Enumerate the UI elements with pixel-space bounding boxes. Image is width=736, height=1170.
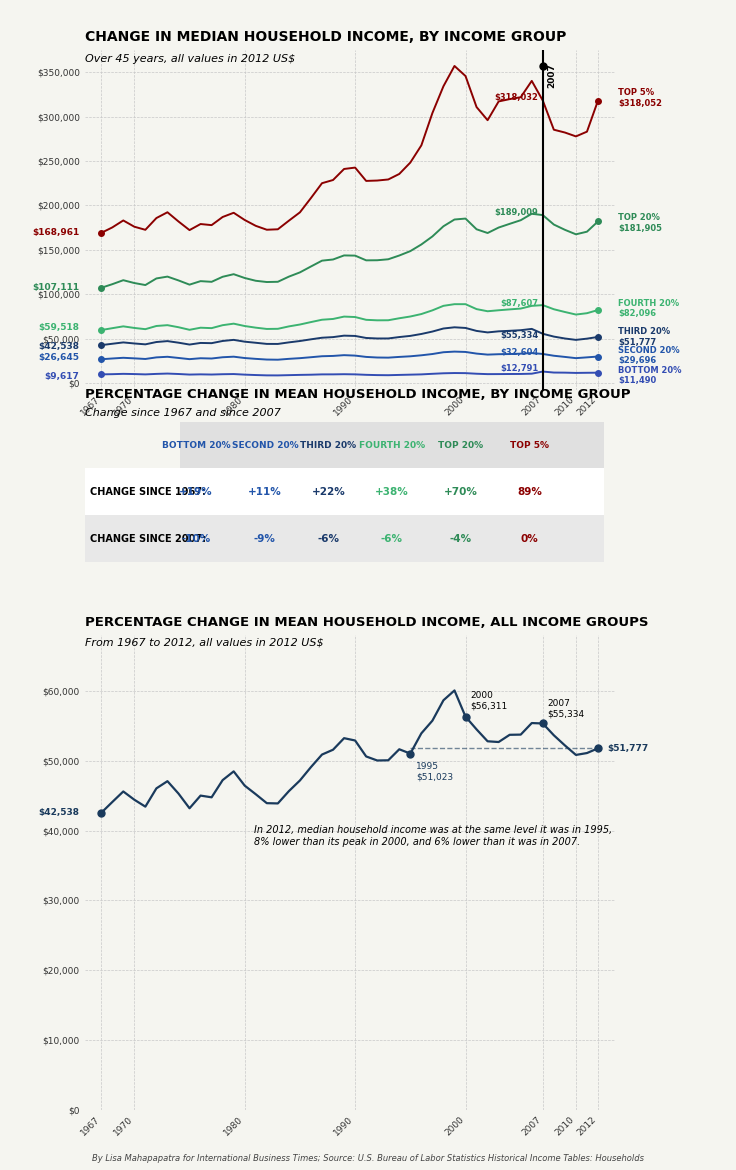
Text: SECOND 20%: SECOND 20%	[232, 441, 298, 449]
Text: TOP 5%: TOP 5%	[510, 441, 549, 449]
Text: CHANGE SINCE 2007:: CHANGE SINCE 2007:	[90, 534, 206, 544]
Text: 2000
$56,311: 2000 $56,311	[470, 691, 507, 710]
FancyBboxPatch shape	[85, 468, 604, 515]
Text: $26,645: $26,645	[38, 353, 79, 362]
FancyBboxPatch shape	[180, 421, 604, 468]
Text: PERCENTAGE CHANGE IN MEAN HOUSEHOLD INCOME, ALL INCOME GROUPS: PERCENTAGE CHANGE IN MEAN HOUSEHOLD INCO…	[85, 617, 648, 629]
Text: SECOND 20%
$29,696: SECOND 20% $29,696	[618, 345, 679, 365]
Text: $42,538: $42,538	[38, 343, 79, 351]
Text: BOTTOM 20%
$11,490: BOTTOM 20% $11,490	[618, 366, 682, 385]
Text: In 2012, median household income was at the same level it was in 1995,
8% lower : In 2012, median household income was at …	[254, 825, 612, 847]
Text: +11%: +11%	[248, 487, 282, 497]
Text: PERCENTAGE CHANGE IN MEAN HOUSEHOLD INCOME, BY INCOME GROUP: PERCENTAGE CHANGE IN MEAN HOUSEHOLD INCO…	[85, 388, 630, 401]
Text: +19%: +19%	[179, 487, 213, 497]
Text: TOP 20%
$181,905: TOP 20% $181,905	[618, 213, 662, 233]
Text: $32,604: $32,604	[500, 347, 539, 357]
Text: By Lisa Mahapapatra for International Business Times; Source: U.S. Bureau of Lab: By Lisa Mahapapatra for International Bu…	[92, 1154, 644, 1163]
Text: 89%: 89%	[517, 487, 542, 497]
Text: $42,538: $42,538	[38, 808, 79, 818]
Text: -6%: -6%	[381, 534, 403, 544]
Text: $168,961: $168,961	[32, 228, 79, 238]
Text: CHANGE IN MEDIAN HOUSEHOLD INCOME, BY INCOME GROUP: CHANGE IN MEDIAN HOUSEHOLD INCOME, BY IN…	[85, 30, 566, 44]
Text: Change since 1967 and since 2007: Change since 1967 and since 2007	[85, 408, 280, 418]
Text: $51,777: $51,777	[607, 744, 648, 752]
Text: $9,617: $9,617	[44, 372, 79, 380]
Text: CHANGE SINCE 1967:: CHANGE SINCE 1967:	[90, 487, 206, 497]
Text: Over 45 years, all values in 2012 US$: Over 45 years, all values in 2012 US$	[85, 54, 295, 64]
FancyBboxPatch shape	[85, 515, 604, 562]
Text: $59,518: $59,518	[38, 323, 79, 332]
Text: 0%: 0%	[521, 534, 539, 544]
Text: -6%: -6%	[317, 534, 339, 544]
Text: TOP 5%
$318,052: TOP 5% $318,052	[618, 88, 662, 108]
Text: THIRD 20%
$51,777: THIRD 20% $51,777	[618, 328, 670, 346]
Text: $87,607: $87,607	[500, 298, 539, 308]
Text: From 1967 to 2012, all values in 2012 US$: From 1967 to 2012, all values in 2012 US…	[85, 638, 323, 648]
Text: FOURTH 20%: FOURTH 20%	[359, 441, 425, 449]
Text: $107,111: $107,111	[32, 283, 79, 292]
Text: $318,032: $318,032	[495, 92, 539, 102]
Text: $55,334: $55,334	[500, 331, 539, 340]
Text: -9%: -9%	[254, 534, 276, 544]
Text: $12,791: $12,791	[500, 364, 539, 373]
Text: -4%: -4%	[450, 534, 472, 544]
Text: 1995
$51,023: 1995 $51,023	[416, 762, 453, 782]
Text: TOP 20%: TOP 20%	[439, 441, 484, 449]
Text: +70%: +70%	[444, 487, 478, 497]
Text: FOURTH 20%
$82,096: FOURTH 20% $82,096	[618, 298, 679, 318]
Text: 2007: 2007	[548, 63, 556, 88]
Text: -10%: -10%	[181, 534, 210, 544]
Text: +38%: +38%	[375, 487, 409, 497]
Text: THIRD 20%: THIRD 20%	[300, 441, 356, 449]
Text: BOTTOM 20%: BOTTOM 20%	[162, 441, 230, 449]
Text: $189,009: $189,009	[495, 208, 539, 216]
Text: 2007
$55,334: 2007 $55,334	[548, 698, 584, 718]
Text: +22%: +22%	[311, 487, 345, 497]
